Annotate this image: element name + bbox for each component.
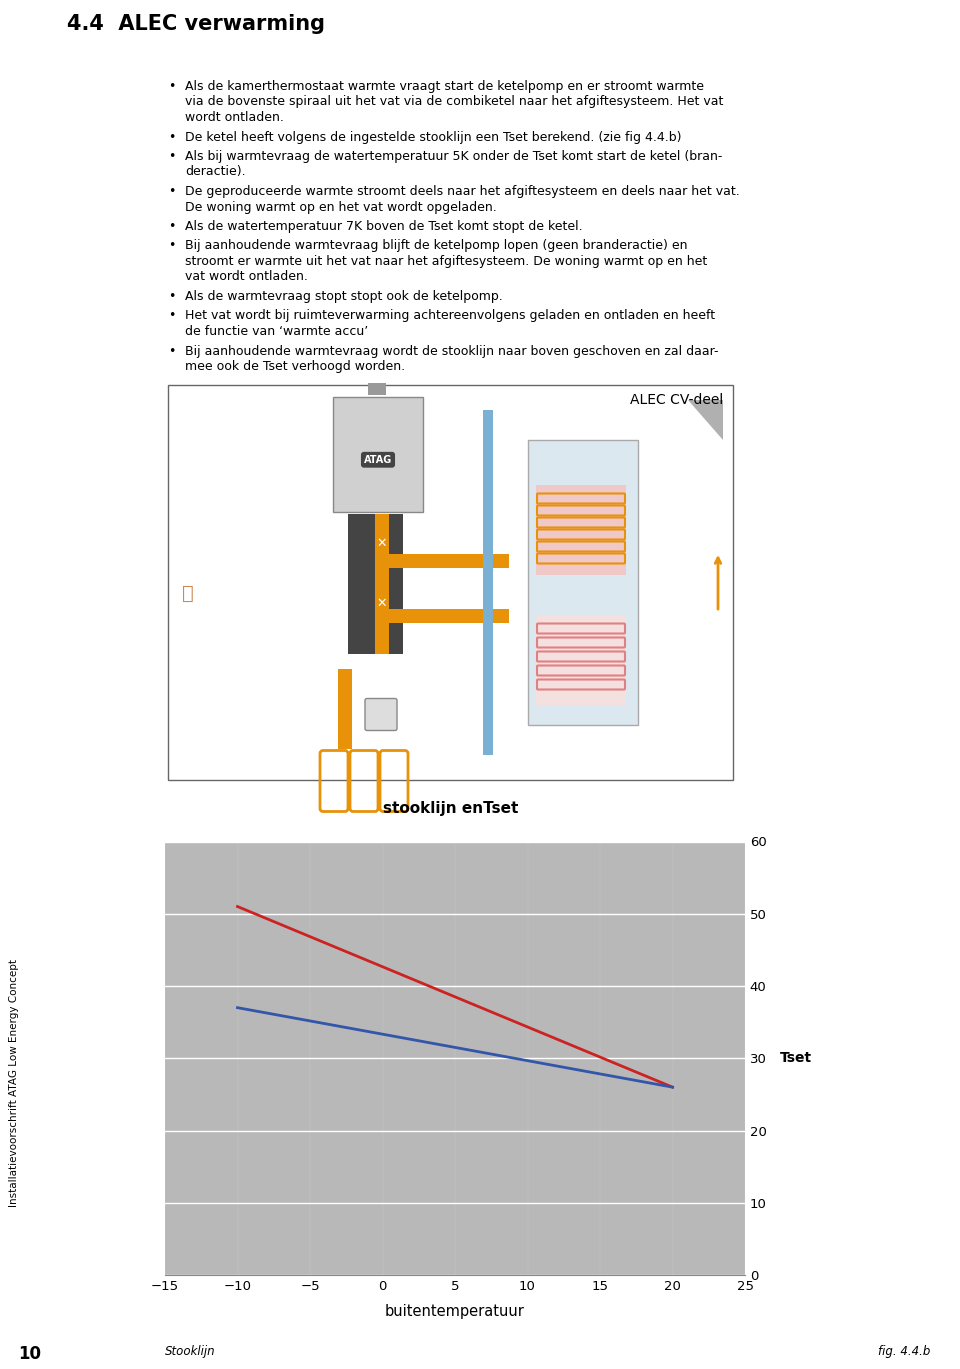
Text: 10: 10 bbox=[18, 1344, 41, 1364]
Bar bbox=[348, 513, 403, 653]
Bar bbox=[168, 385, 733, 779]
Bar bbox=[338, 668, 352, 749]
Text: ✕: ✕ bbox=[376, 537, 387, 550]
Text: ALEC CV-deel: ALEC CV-deel bbox=[630, 393, 723, 407]
Polygon shape bbox=[688, 400, 723, 439]
Text: ◀: ◀ bbox=[456, 556, 463, 565]
Text: •: • bbox=[168, 345, 176, 357]
Text: Als de kamerthermostaat warmte vraagt start de ketelpomp en er stroomt warmte: Als de kamerthermostaat warmte vraagt st… bbox=[185, 79, 704, 93]
Text: 4.4  ALEC verwarming: 4.4 ALEC verwarming bbox=[67, 14, 325, 34]
Text: ATAG: ATAG bbox=[364, 455, 392, 464]
Bar bbox=[333, 397, 423, 512]
Text: •: • bbox=[168, 185, 176, 199]
Bar bbox=[536, 485, 626, 575]
Text: •: • bbox=[168, 240, 176, 252]
Text: Bij aanhoudende warmtevraag wordt de stooklijn naar boven geschoven en zal daar-: Bij aanhoudende warmtevraag wordt de sto… bbox=[185, 345, 718, 357]
Bar bbox=[528, 439, 638, 724]
Text: Als de watertemperatuur 7K boven de Tset komt stopt de ketel.: Als de watertemperatuur 7K boven de Tset… bbox=[185, 220, 583, 233]
Bar bbox=[368, 382, 386, 394]
X-axis label: buitentemperatuur: buitentemperatuur bbox=[385, 1303, 525, 1318]
Text: •: • bbox=[168, 309, 176, 323]
Bar bbox=[536, 615, 626, 705]
Text: wordt ontladen.: wordt ontladen. bbox=[185, 111, 284, 125]
Text: De ketel heeft volgens de ingestelde stooklijn een Tset berekend. (zie fig 4.4.b: De ketel heeft volgens de ingestelde sto… bbox=[185, 130, 682, 144]
Bar bbox=[389, 553, 509, 568]
Text: Bij aanhoudende warmtevraag blijft de ketelpomp lopen (geen branderactie) en: Bij aanhoudende warmtevraag blijft de ke… bbox=[185, 240, 687, 252]
Bar bbox=[389, 608, 509, 623]
Text: via de bovenste spiraal uit het vat via de combiketel naar het afgiftesysteem. H: via de bovenste spiraal uit het vat via … bbox=[185, 96, 724, 108]
Text: •: • bbox=[168, 290, 176, 303]
Text: de functie van ‘warmte accu’: de functie van ‘warmte accu’ bbox=[185, 324, 369, 338]
Text: 🔧: 🔧 bbox=[182, 585, 194, 602]
Text: Stooklijn: Stooklijn bbox=[165, 1344, 216, 1358]
Text: deractie).: deractie). bbox=[185, 166, 246, 178]
Bar bbox=[375, 513, 389, 653]
Text: •: • bbox=[168, 130, 176, 144]
Text: •: • bbox=[168, 79, 176, 93]
Text: vat wordt ontladen.: vat wordt ontladen. bbox=[185, 271, 308, 283]
Text: De woning warmt op en het vat wordt opgeladen.: De woning warmt op en het vat wordt opge… bbox=[185, 200, 496, 214]
Text: mee ook de Tset verhoogd worden.: mee ook de Tset verhoogd worden. bbox=[185, 360, 405, 372]
Text: stooklijn enTset: stooklijn enTset bbox=[383, 801, 518, 816]
Text: Het vat wordt bij ruimteverwarming achtereenvolgens geladen en ontladen en heeft: Het vat wordt bij ruimteverwarming achte… bbox=[185, 309, 715, 323]
Text: Tset: Tset bbox=[780, 1051, 812, 1065]
Text: De geproduceerde warmte stroomt deels naar het afgiftesysteem en deels naar het : De geproduceerde warmte stroomt deels na… bbox=[185, 185, 740, 199]
FancyBboxPatch shape bbox=[365, 698, 397, 731]
Text: stroomt er warmte uit het vat naar het afgiftesysteem. De woning warmt op en het: stroomt er warmte uit het vat naar het a… bbox=[185, 255, 708, 268]
Bar bbox=[483, 409, 493, 754]
Text: Installatievoorschrift ATAG Low Energy Concept: Installatievoorschrift ATAG Low Energy C… bbox=[10, 958, 19, 1207]
Text: •: • bbox=[168, 220, 176, 233]
Text: •: • bbox=[168, 151, 176, 163]
Text: Als bij warmtevraag de watertemperatuur 5K onder de Tset komt start de ketel (br: Als bij warmtevraag de watertemperatuur … bbox=[185, 151, 722, 163]
Bar bbox=[479, 553, 483, 568]
Text: Als de warmtevraag stopt stopt ook de ketelpomp.: Als de warmtevraag stopt stopt ook de ke… bbox=[185, 290, 503, 303]
Text: fig. 4.4.b: fig. 4.4.b bbox=[877, 1344, 930, 1358]
Text: ✕: ✕ bbox=[376, 597, 387, 611]
